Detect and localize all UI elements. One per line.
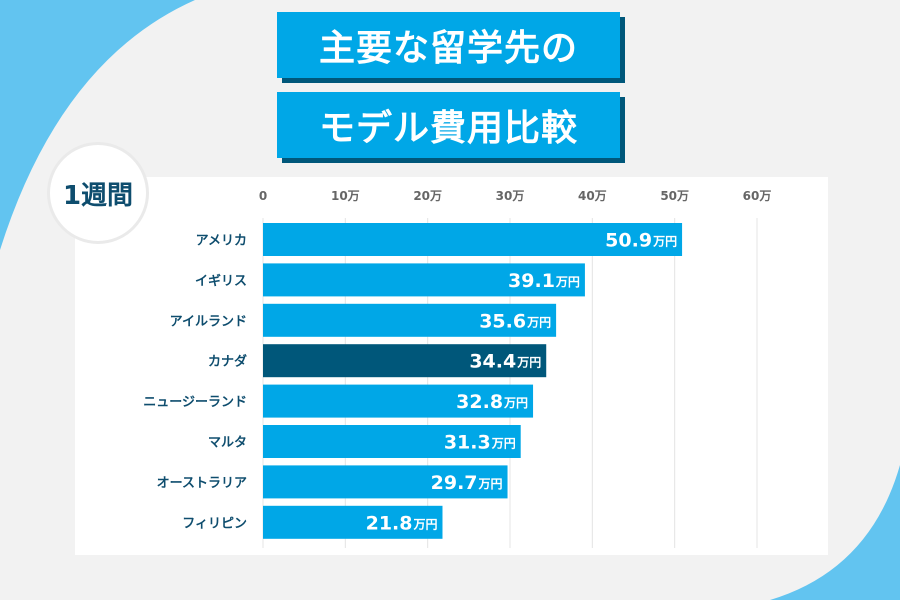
data-label: 21.8 [366, 512, 413, 534]
data-label-unit: 万円 [555, 275, 580, 289]
category-label: マルタ [208, 436, 247, 451]
category-label: アメリカ [196, 234, 247, 249]
data-label-unit: 万円 [503, 396, 528, 410]
data-label: 39.1 [508, 270, 555, 292]
data-label: 34.4 [469, 351, 516, 373]
bar-1 [263, 263, 585, 297]
period-badge: 1週間 [47, 142, 149, 244]
bar-3 [263, 344, 547, 378]
data-label: 31.3 [444, 432, 491, 454]
data-label-unit: 万円 [526, 315, 551, 329]
x-tick-label: 60万 [743, 189, 772, 203]
bar-5 [263, 425, 521, 458]
category-label: ニュージーランド [143, 395, 247, 410]
x-tick-label: 50万 [660, 189, 689, 203]
x-tick-label: 40万 [578, 189, 607, 203]
title-line-2: モデル費用比較 [277, 92, 620, 158]
category-label: アイルランド [170, 314, 247, 329]
bar-2 [263, 303, 557, 337]
data-label-unit: 万円 [652, 235, 677, 249]
bar-4 [263, 384, 534, 418]
x-tick-label: 10万 [331, 189, 360, 203]
category-label: オーストラリア [157, 476, 247, 491]
data-label: 50.9 [605, 230, 652, 252]
data-label: 29.7 [431, 472, 478, 494]
bar-6 [263, 465, 508, 499]
data-label-unit: 万円 [478, 477, 503, 491]
category-label: イギリス [195, 273, 247, 289]
bar-0 [263, 223, 683, 256]
title-line-1: 主要な留学先の [277, 12, 620, 78]
x-tick-label: 30万 [496, 189, 525, 203]
bar-7 [263, 505, 443, 539]
category-label: カナダ [208, 354, 247, 370]
decorative-arc-top-left [0, 0, 195, 250]
data-label-unit: 万円 [412, 517, 437, 531]
decorative-arc-bottom-right [770, 465, 900, 600]
data-label-unit: 万円 [516, 356, 541, 370]
category-label: フィリピン [182, 516, 247, 531]
x-tick-label: 0 [259, 189, 267, 203]
data-label-unit: 万円 [491, 437, 516, 451]
data-label: 35.6 [479, 310, 526, 332]
x-tick-label: 20万 [413, 189, 442, 203]
data-label: 32.8 [456, 391, 503, 413]
